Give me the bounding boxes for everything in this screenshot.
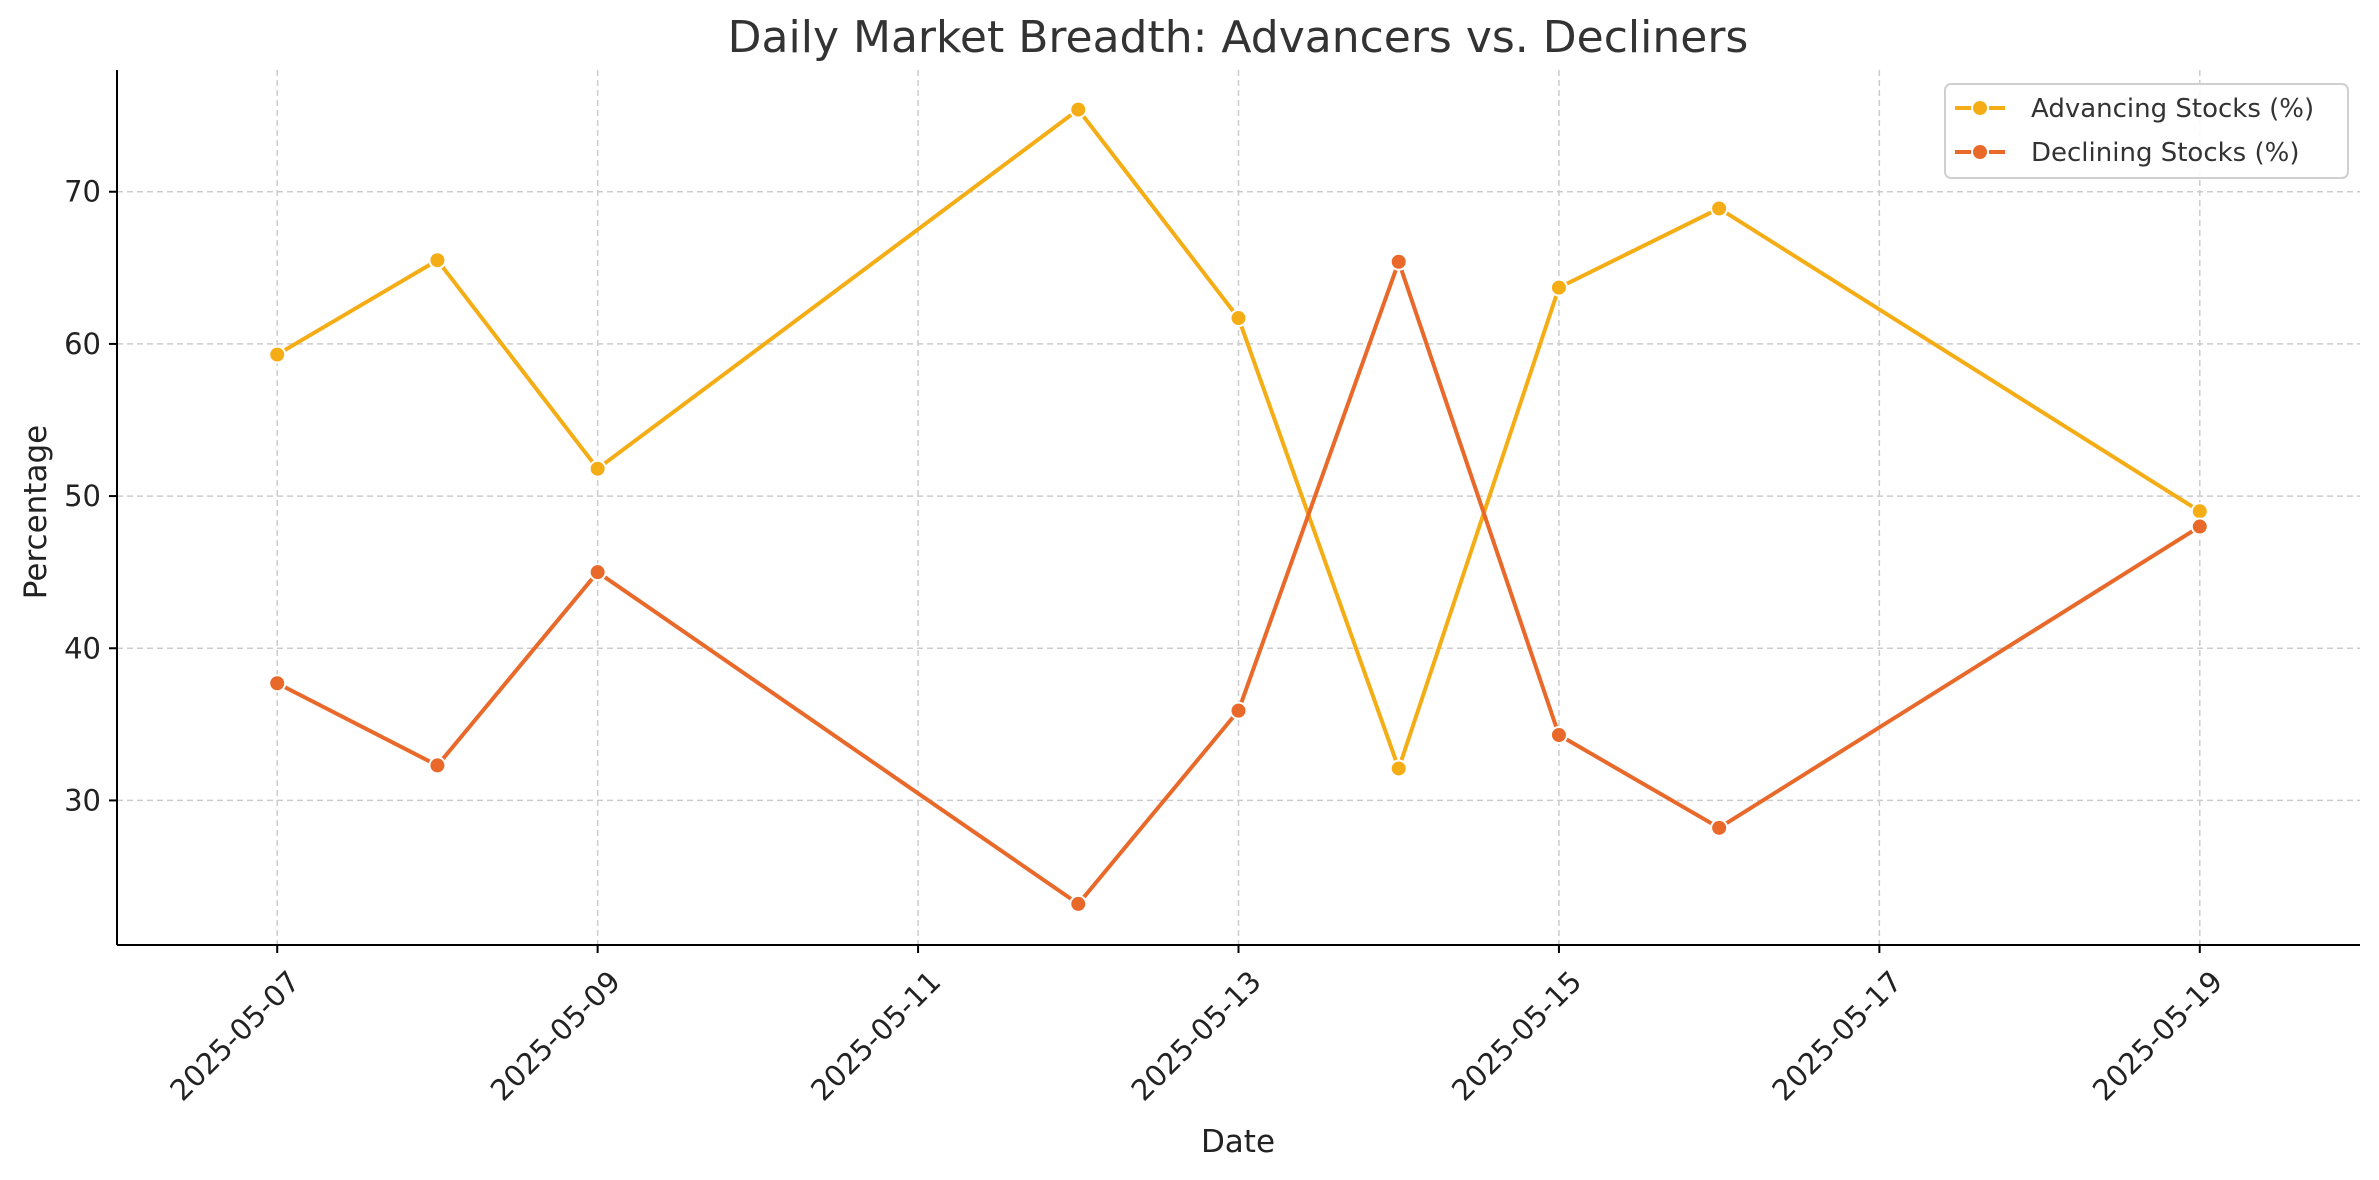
y-tick-label: 50: [64, 479, 101, 513]
data-point: [1069, 100, 1088, 119]
x-tick-label: 2025-05-07: [163, 964, 306, 1107]
x-axis-title: Date: [1201, 1124, 1275, 1160]
data-point: [588, 563, 607, 582]
x-tick-label: 2025-05-13: [1125, 964, 1268, 1107]
data-point: [588, 459, 607, 478]
legend: Advancing Stocks (%) Declining Stocks (%): [1944, 83, 2349, 179]
legend-item: Declining Stocks (%): [1955, 138, 2299, 168]
y-tick-label: 40: [64, 631, 101, 665]
legend-item: Advancing Stocks (%): [1955, 94, 2314, 124]
x-tick-label: 2025-05-15: [1445, 964, 1588, 1107]
series-1: [268, 100, 2209, 778]
x-tick-label: 2025-05-19: [2086, 964, 2229, 1107]
data-point: [1069, 894, 1088, 913]
legend-swatch-marker: [1971, 99, 1989, 117]
data-point: [1229, 701, 1248, 720]
data-point: [1710, 818, 1729, 837]
legend-box: [1944, 83, 2349, 179]
data-point: [268, 674, 287, 693]
y-tick-label: 60: [64, 327, 101, 361]
data-point: [1389, 759, 1408, 778]
data-point: [1229, 309, 1248, 328]
data-point: [1710, 199, 1729, 218]
axes: [109, 70, 2360, 953]
legend-label: Declining Stocks (%): [2031, 138, 2299, 168]
data-point: [1549, 726, 1568, 744]
series: [268, 100, 2209, 913]
x-tick-label: 2025-05-09: [484, 964, 627, 1107]
series-line: [276, 107, 2201, 771]
legend-label: Advancing Stocks (%): [2031, 94, 2314, 124]
chart-title: Daily Market Breadth: Advancers vs. Decl…: [728, 12, 1749, 63]
legend-swatch-marker: [1971, 143, 1989, 161]
y-tick-label: 70: [64, 175, 101, 209]
data-point: [1549, 278, 1568, 297]
data-point: [428, 756, 447, 775]
data-point: [2190, 517, 2209, 536]
x-tick-label: 2025-05-11: [804, 964, 947, 1107]
y-axis-title: Percentage: [18, 425, 54, 599]
y-tick-label: 30: [64, 783, 101, 817]
series-2: [268, 252, 2209, 913]
data-point: [1389, 252, 1408, 271]
tick-labels: 2025-05-07 2025-05-09 2025-05-11 2025-05-13…: [64, 175, 2229, 1108]
x-tick-label: 2025-05-17: [1765, 964, 1908, 1107]
data-point: [428, 251, 447, 270]
grid: [117, 70, 2360, 945]
data-point: [2190, 502, 2209, 521]
data-point: [268, 345, 287, 364]
